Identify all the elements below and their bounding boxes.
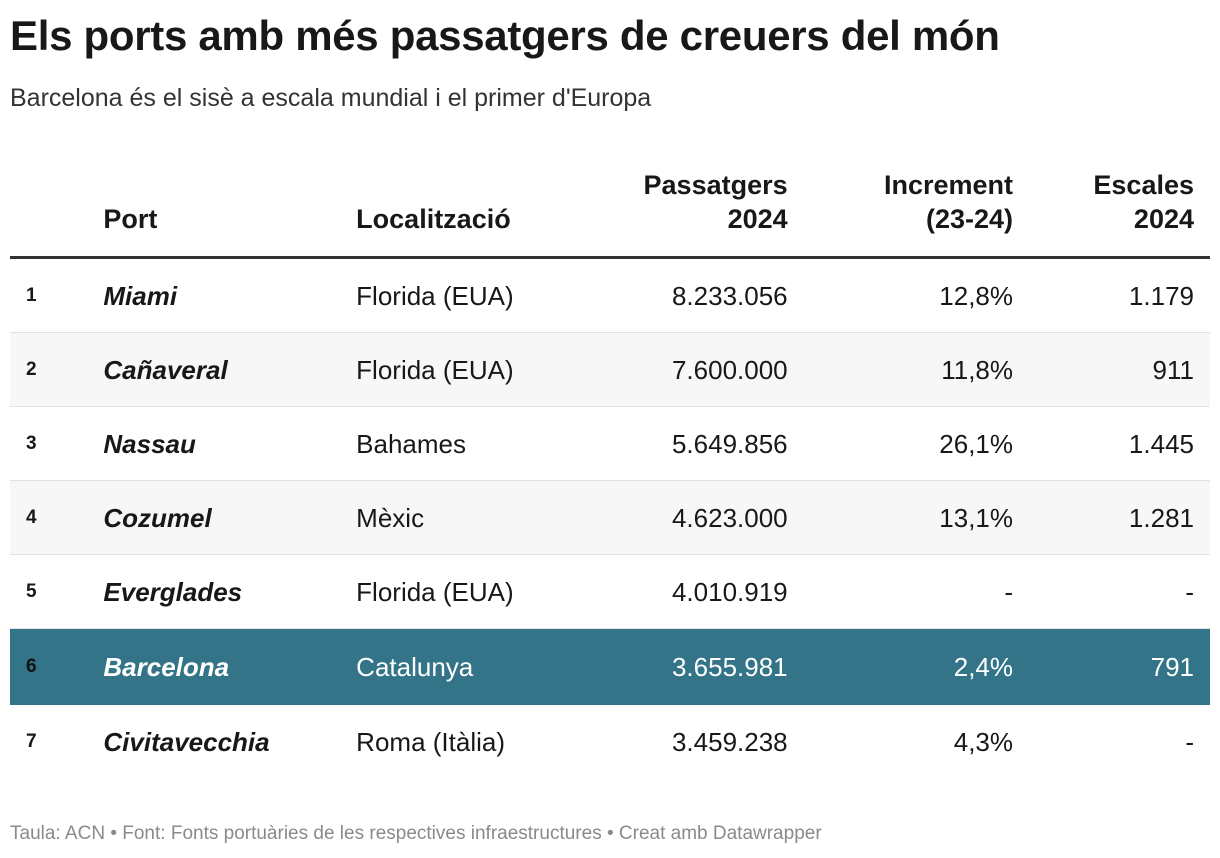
location-cell: Roma (Itàlia)	[356, 726, 505, 757]
location-cell: Mèxic	[356, 480, 595, 555]
port-cell: Miami	[103, 257, 357, 333]
passengers-cell: 7.600.000	[594, 332, 788, 407]
location-cell: Catalunya	[356, 628, 595, 705]
passengers-cell: 4.623.000	[594, 480, 788, 555]
port-cell: Civitavecchia	[103, 726, 270, 757]
calls-cell: 911	[1013, 332, 1210, 407]
rank-cell: 2	[10, 332, 104, 407]
calls-cell: 1.445	[1013, 406, 1210, 481]
increase-cell: 4,3%	[953, 726, 1014, 757]
table-row: 1 Miami Florida (EUA) 8.233.056 12,8% 1.179	[10, 257, 1210, 333]
table-body: 1 Miami Florida (EUA) 8.233.056 12,8% 1.179 2 C…	[10, 257, 1210, 779]
table-row: 2 Cañaveral Florida (EUA) 7.600.000 11,8% 911	[10, 332, 1210, 407]
increase-cell: 12,8%	[787, 257, 1014, 333]
table-row: 4 Cozumel Mèxic 4.623.000 13,1% 1.281	[10, 480, 1210, 555]
rank-cell: 3	[10, 406, 104, 481]
increase-cell: 2,4%	[787, 628, 1014, 705]
header-rank[interactable]	[10, 160, 104, 259]
increase-cell: 26,1%	[787, 406, 1014, 481]
port-cell: Everglades	[103, 554, 357, 629]
chart-footer: Taula: ACN • Font: Fonts portuàries de l…	[10, 823, 822, 844]
rank-cell: 1	[10, 257, 104, 333]
table-row: 5 Everglades Florida (EUA) 4.010.919- -	[10, 554, 1210, 629]
passengers-cell: 5.649.856	[594, 406, 788, 481]
rank-cell: 7	[26, 730, 37, 752]
rank-cell: 4	[10, 480, 104, 555]
header-calls[interactable]: Escales 2024	[1013, 160, 1210, 259]
port-cell: Cozumel	[103, 480, 357, 555]
passengers-cell: 3.655.981	[594, 628, 788, 705]
table-header-row: Port Localització Passatgers 2024 Increme…	[10, 160, 1210, 259]
passengers-cell: 4.010.919	[594, 554, 788, 629]
chart-subtitle: Barcelona és el sisè a escala mundial i …	[10, 84, 652, 112]
table-row: 7 Civitavecchia Roma (Itàlia) 3.459.238 4,3%…	[10, 705, 1210, 779]
calls-cell: 1.281	[1013, 480, 1210, 555]
port-cell: Barcelona	[103, 628, 357, 705]
rank-cell: 6	[10, 628, 104, 705]
chart-title: Els ports amb més passatgers de creuers …	[10, 12, 1000, 59]
location-cell: Florida (EUA)	[356, 332, 595, 407]
increase-cell: -	[787, 554, 1014, 629]
header-passengers[interactable]: Passatgers 2024	[594, 160, 788, 259]
location-cell: Florida (EUA)	[356, 554, 595, 629]
table-row-highlighted: 6 Barcelona Catalunya 3.655.981 2,4% 791	[10, 628, 1210, 705]
location-cell: Florida (EUA)	[356, 257, 595, 333]
header-location[interactable]: Localització	[356, 160, 595, 259]
table-row: 3 Nassau Bahames 5.649.856 26,1% 1.445	[10, 406, 1210, 481]
calls-cell: 791	[1013, 628, 1210, 705]
calls-cell: -	[1185, 726, 1194, 757]
location-cell: Bahames	[356, 406, 595, 481]
passengers-cell: 8.233.056	[594, 257, 788, 333]
header-increase[interactable]: Increment (23-24)	[787, 160, 1014, 259]
calls-cell: -	[1013, 554, 1210, 629]
ports-table: Port Localització Passatgers 2024 Increme…	[10, 160, 1210, 778]
header-port[interactable]: Port	[103, 160, 357, 259]
calls-cell: 1.179	[1013, 257, 1210, 333]
rank-cell: 5	[10, 554, 104, 629]
passengers-cell: 3.459.238	[671, 726, 788, 757]
port-cell: Nassau	[103, 406, 357, 481]
increase-cell: 13,1%	[787, 480, 1014, 555]
port-cell: Cañaveral	[103, 332, 357, 407]
increase-cell: 11,8%	[787, 332, 1014, 407]
